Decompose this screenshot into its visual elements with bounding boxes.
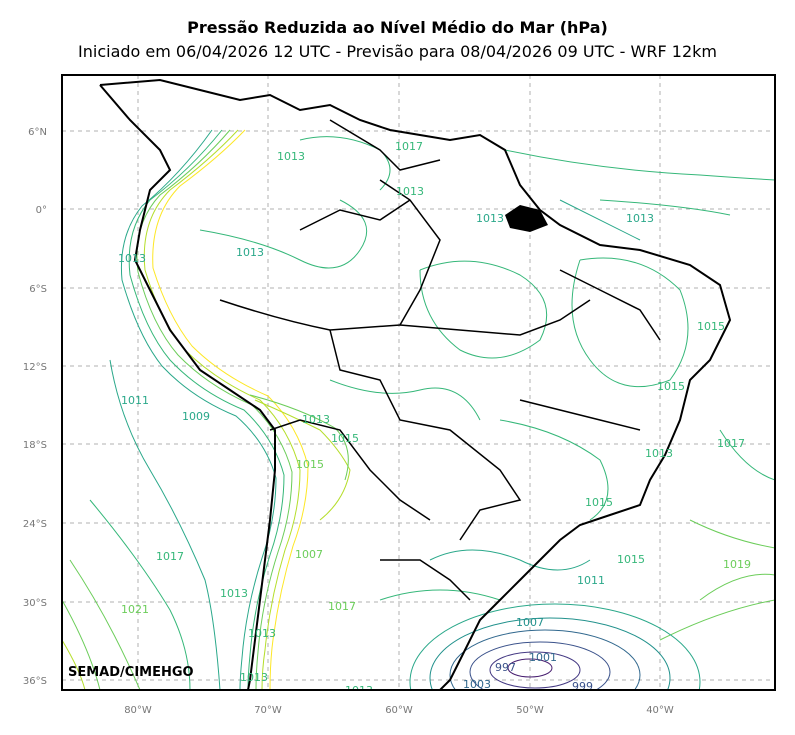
lat-label: 18°S [23, 440, 47, 451]
contour-label: 1013 [345, 684, 373, 697]
contour-label: 1015 [331, 432, 359, 445]
credit-label: SEMAD/CIMEHGO [68, 665, 194, 680]
contour-label: 1017 [328, 600, 356, 613]
map-frame [61, 74, 776, 691]
contour-label: 1013 [302, 413, 330, 426]
lon-label: 60°W [385, 705, 413, 716]
lon-label: 70°W [254, 705, 282, 716]
lon-label: 50°W [516, 705, 544, 716]
contour-label: 1013 [118, 252, 146, 265]
lon-label: 40°W [646, 705, 674, 716]
contour-label: 1015 [617, 553, 645, 566]
contour-label: 1013 [645, 447, 673, 460]
map-title: Pressão Reduzida ao Nível Médio do Mar (… [187, 18, 608, 37]
contour-labels: 1013 1017 1013 1013 1013 1013 1013 1015 … [118, 140, 751, 697]
contour-label: 1007 [516, 616, 544, 629]
contour-label: 1013 [220, 587, 248, 600]
isobars [62, 136, 775, 690]
contour-label: 1011 [121, 394, 149, 407]
map-plot-area: 1013 1017 1013 1013 1013 1013 1013 1015 … [62, 75, 775, 697]
contour-label: 1015 [296, 458, 324, 471]
country-borders [219, 119, 661, 601]
contour-label: 1015 [657, 380, 685, 393]
gridlines [62, 75, 775, 690]
marajo-island [505, 205, 548, 232]
contour-label: 1013 [626, 212, 654, 225]
contour-label: 1015 [697, 320, 725, 333]
lat-label: 0° [36, 205, 47, 216]
contour-label: 1017 [395, 140, 423, 153]
contour-label: 1017 [156, 550, 184, 563]
contour-label: 1019 [723, 558, 751, 571]
contour-label: 1013 [396, 185, 424, 198]
contour-label: 1003 [463, 678, 491, 691]
contour-label: 1015 [585, 496, 613, 509]
contour-label: 1007 [295, 548, 323, 561]
contour-label: 1013 [476, 212, 504, 225]
lat-label: 30°S [23, 598, 47, 609]
map-subtitle: Iniciado em 06/04/2026 12 UTC - Previsão… [78, 42, 717, 61]
contour-label: 1001 [529, 651, 557, 664]
contour-label: 997 [495, 661, 516, 674]
lat-label: 6°N [28, 127, 47, 138]
latitude-labels: 6°N 0° 6°S 12°S 18°S 24°S 30°S 36°S [23, 127, 47, 687]
contour-label: 1013 [248, 627, 276, 640]
coastlines [99, 78, 732, 690]
longitude-labels: 80°W 70°W 60°W 50°W 40°W [124, 705, 674, 716]
contour-label: 1011 [577, 574, 605, 587]
contour-label: 1013 [240, 671, 268, 684]
contour-label: 1013 [277, 150, 305, 163]
contour-label: 1013 [236, 246, 264, 259]
lon-label: 80°W [124, 705, 152, 716]
lat-label: 6°S [29, 284, 47, 295]
contour-label: 999 [572, 680, 593, 693]
andes-contours [120, 129, 351, 690]
contour-label: 1009 [182, 410, 210, 423]
lat-label: 36°S [23, 676, 47, 687]
contour-label: 1021 [121, 603, 149, 616]
lat-label: 12°S [23, 362, 47, 373]
lat-label: 24°S [23, 519, 47, 530]
contour-label: 1017 [717, 437, 745, 450]
